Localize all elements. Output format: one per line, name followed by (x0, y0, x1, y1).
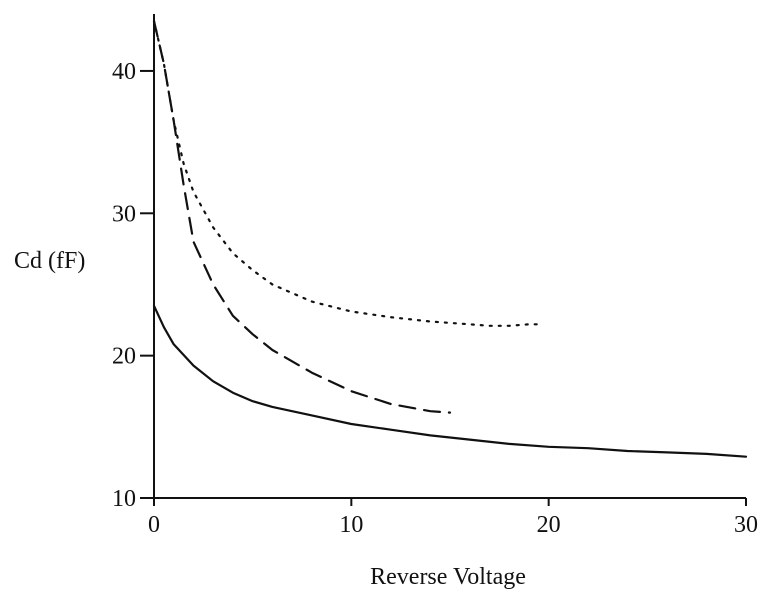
axis-ticks: 0 10 20 30 10 20 30 40 (112, 59, 758, 538)
x-tick-label: 10 (339, 512, 363, 538)
x-tick-label: 20 (537, 512, 561, 538)
series-group (152, 20, 748, 458)
y-tick-label: 20 (112, 344, 136, 370)
y-tick-label: 30 (112, 201, 136, 227)
x-axis-label: Reverse Voltage (370, 564, 526, 590)
x-tick-label: 30 (734, 512, 758, 538)
x-tick-label: 0 (148, 512, 160, 538)
y-axis-label: Cd (fF) (14, 248, 85, 274)
series-line-solid (152, 304, 748, 458)
series-line-dashed (152, 20, 452, 414)
series-line-dotted (152, 20, 540, 327)
y-tick-label: 40 (112, 59, 136, 85)
y-tick-label: 10 (112, 486, 136, 512)
